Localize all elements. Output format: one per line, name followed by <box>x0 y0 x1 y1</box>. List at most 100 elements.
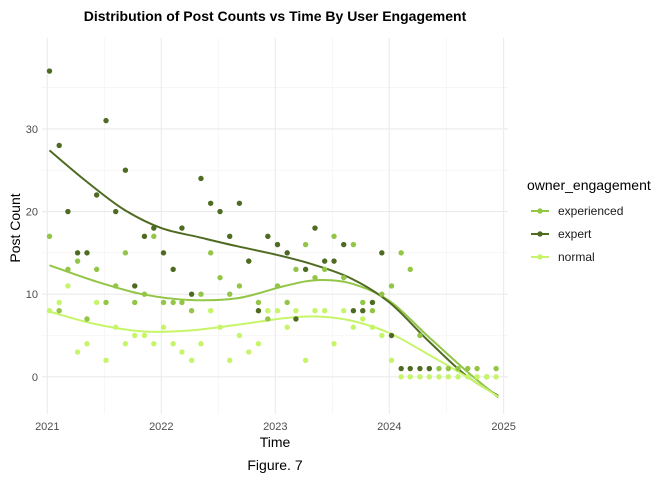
data-point-expert <box>132 283 138 289</box>
data-point-normal <box>350 324 357 330</box>
data-point-expert <box>274 241 281 248</box>
legend: owner_engagement experienced expert normal <box>527 177 651 264</box>
data-point-expert <box>198 175 204 182</box>
data-point-experienced <box>151 233 157 240</box>
data-point-normal <box>84 341 90 347</box>
data-point-expert <box>407 365 413 372</box>
data-point-expert <box>236 200 243 206</box>
data-point-experienced <box>188 308 195 314</box>
data-point-expert <box>141 233 148 240</box>
data-point-expert <box>46 68 53 74</box>
data-point-normal <box>484 374 490 380</box>
y-tick-label: 20 <box>26 207 38 219</box>
data-point-experienced <box>170 299 176 306</box>
legend-key-point-experienced <box>537 208 543 214</box>
data-point-expert <box>74 250 81 256</box>
data-point-normal <box>103 357 109 363</box>
data-point-normal <box>141 332 148 339</box>
data-point-expert <box>341 241 347 248</box>
data-point-experienced <box>236 283 243 289</box>
data-point-normal <box>122 341 129 347</box>
data-point-normal <box>207 308 214 314</box>
data-point-experienced <box>198 291 204 297</box>
data-point-experienced <box>46 233 53 240</box>
data-point-expert <box>388 332 395 339</box>
smooth-line-experienced <box>49 264 499 399</box>
data-point-normal <box>417 374 423 380</box>
data-point-normal <box>188 357 195 363</box>
data-point-expert <box>331 258 337 264</box>
data-point-normal <box>227 357 233 363</box>
smooth-lines <box>48 149 499 399</box>
legend-key-point-expert <box>537 231 543 237</box>
data-point-expert <box>103 117 109 124</box>
data-point-experienced <box>369 308 376 314</box>
x-tick-label: 2025 <box>491 421 515 433</box>
data-point-normal <box>474 374 480 380</box>
data-point-expert <box>255 308 262 314</box>
data-point-normal <box>113 324 119 330</box>
data-point-expert <box>122 167 129 173</box>
data-point-experienced <box>455 365 461 372</box>
chart-title: Distribution of Post Counts vs Time By U… <box>84 8 467 24</box>
y-tick-label: 10 <box>26 289 38 301</box>
x-tick-label: 2023 <box>263 421 287 433</box>
data-point-experienced <box>474 365 480 372</box>
data-point-expert <box>265 233 271 240</box>
data-point-normal <box>246 349 252 355</box>
data-point-experienced <box>493 365 499 372</box>
data-point-expert <box>350 308 357 314</box>
data-point-normal <box>388 357 395 363</box>
data-point-experienced <box>93 266 100 273</box>
data-point-normal <box>265 308 271 314</box>
data-point-experienced <box>331 233 337 240</box>
legend-label-experienced: experienced <box>558 204 623 218</box>
x-tick-label: 2024 <box>377 421 401 433</box>
data-point-expert <box>84 250 90 256</box>
data-point-expert <box>151 225 157 231</box>
data-point-experienced <box>293 266 299 273</box>
data-point-expert <box>302 266 309 273</box>
data-point-normal <box>321 308 328 314</box>
data-point-experienced <box>398 250 404 256</box>
data-point-experienced <box>160 299 167 306</box>
data-point-expert <box>227 233 233 240</box>
data-point-normal <box>369 324 376 330</box>
data-point-normal <box>360 316 366 322</box>
data-point-experienced <box>84 316 90 322</box>
data-point-normal <box>217 324 223 330</box>
data-point-experienced <box>465 365 471 372</box>
data-point-normal <box>312 308 318 314</box>
data-points <box>46 68 499 380</box>
data-point-experienced <box>65 266 71 273</box>
data-point-experienced <box>388 283 395 289</box>
data-point-normal <box>465 374 471 380</box>
data-point-experienced <box>341 274 347 281</box>
y-axis-ticks: 0 10 20 30 <box>26 124 38 384</box>
data-point-normal <box>331 341 337 347</box>
data-point-expert <box>360 308 366 314</box>
data-point-normal <box>74 349 81 355</box>
data-point-expert <box>293 316 299 322</box>
data-point-experienced <box>179 299 185 306</box>
x-axis-title: Time <box>260 434 291 450</box>
data-point-normal <box>455 374 461 380</box>
data-point-experienced <box>284 299 290 306</box>
data-point-expert <box>398 365 404 372</box>
data-point-experienced <box>445 365 452 372</box>
data-point-expert <box>426 365 432 372</box>
y-tick-label: 0 <box>32 372 38 384</box>
data-point-expert <box>113 208 119 215</box>
data-point-normal <box>274 308 281 314</box>
data-point-expert <box>93 192 100 198</box>
data-point-experienced <box>350 241 357 248</box>
data-point-experienced <box>217 274 223 281</box>
data-point-normal <box>93 299 100 306</box>
data-point-expert <box>246 258 252 264</box>
data-point-experienced <box>321 266 328 273</box>
data-point-expert <box>179 225 185 231</box>
data-point-experienced <box>255 299 262 306</box>
figure-caption: Figure. 7 <box>247 457 302 473</box>
